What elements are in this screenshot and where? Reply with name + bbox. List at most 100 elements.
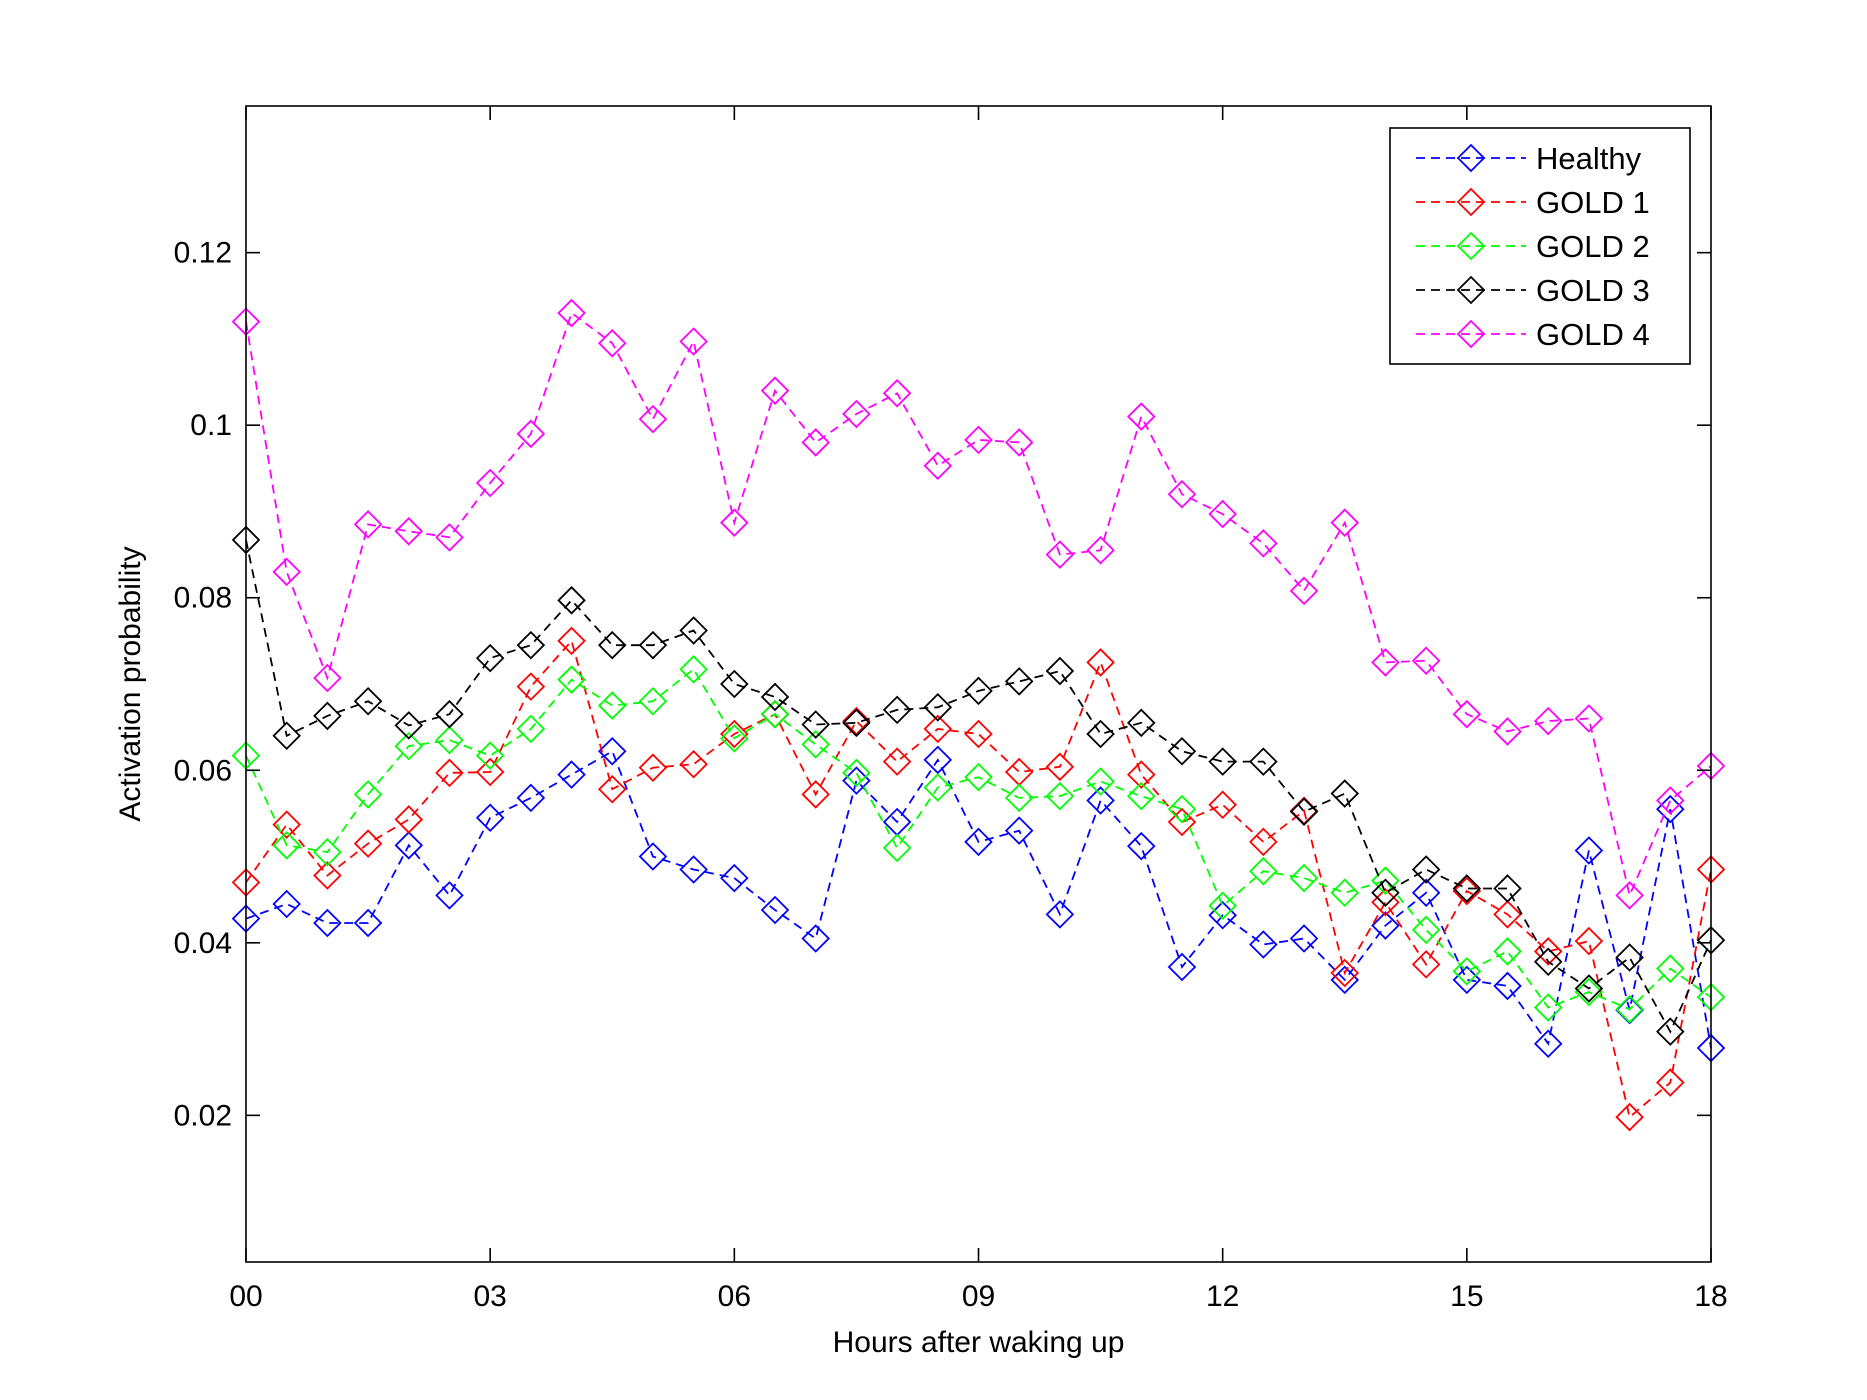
data-point <box>394 517 424 546</box>
data-point <box>679 655 708 684</box>
data-point <box>435 699 464 729</box>
data-point <box>842 758 871 788</box>
data-point <box>1533 947 1563 977</box>
data-point <box>1574 974 1604 1003</box>
data-point <box>638 686 668 716</box>
data-point <box>1249 747 1278 776</box>
data-point <box>638 753 668 782</box>
data-point <box>272 889 301 919</box>
data-point <box>1167 794 1197 824</box>
data-point <box>475 757 505 787</box>
data-point <box>882 833 912 863</box>
data-point <box>1615 881 1644 910</box>
data-point <box>760 682 790 712</box>
data-point <box>679 327 708 356</box>
data-point <box>1493 874 1522 903</box>
data-point <box>1127 402 1156 431</box>
data-point <box>1086 536 1115 565</box>
legend-item: GOLD 1 <box>1416 185 1650 220</box>
data-point <box>1004 428 1034 457</box>
data-point <box>597 630 627 660</box>
legend-label: GOLD 3 <box>1536 273 1650 308</box>
data-point <box>1656 1068 1685 1097</box>
axes-layer: 00 03 06 09 12 15 18 0.02 0.04 0.06 0.08 0.1 0.12 <box>174 105 1728 1313</box>
data-point <box>353 780 383 809</box>
data-point <box>1086 648 1115 677</box>
data-point <box>638 842 668 871</box>
data-point <box>720 669 749 699</box>
data-point <box>1289 576 1319 606</box>
data-point <box>394 831 424 860</box>
data-point <box>923 745 953 775</box>
data-point <box>516 783 546 813</box>
data-point <box>394 731 424 761</box>
data-point <box>964 719 993 749</box>
data-point <box>1289 924 1319 953</box>
data-point <box>272 831 301 860</box>
data-point <box>475 468 505 498</box>
data-point <box>923 693 953 722</box>
legend-item: GOLD 2 <box>1416 229 1650 264</box>
data-point <box>272 721 301 751</box>
data-point <box>882 695 912 725</box>
x-tick-label: 00 <box>229 1280 262 1313</box>
data-point <box>760 376 790 405</box>
data-point <box>1615 1102 1644 1132</box>
legend-item: Healthy <box>1416 141 1642 176</box>
data-point <box>557 298 586 328</box>
data-point <box>1411 646 1441 675</box>
data-point <box>679 855 708 884</box>
data-point <box>272 557 301 587</box>
legend-label: GOLD 2 <box>1536 229 1650 264</box>
data-point <box>435 758 464 788</box>
x-tick-label: 03 <box>473 1280 506 1313</box>
data-point <box>1493 971 1522 1001</box>
y-axis-title: Activation probability <box>114 546 147 821</box>
data-point <box>1656 1017 1685 1046</box>
data-point <box>720 508 749 537</box>
data-point <box>1167 807 1197 837</box>
data-point <box>597 691 627 720</box>
data-point <box>353 908 383 938</box>
data-point <box>1533 993 1563 1022</box>
data-point <box>1330 965 1360 995</box>
data-point <box>597 737 627 766</box>
y-tick-label: 0.08 <box>174 582 232 615</box>
data-point <box>1452 699 1482 729</box>
data-point <box>801 780 830 809</box>
data-point <box>1371 648 1400 677</box>
data-point <box>923 451 953 481</box>
data-point <box>1249 856 1278 886</box>
data-point <box>435 881 464 910</box>
data-point <box>720 863 749 893</box>
data-point <box>597 774 627 804</box>
data-point <box>720 719 749 749</box>
data-point <box>516 714 546 744</box>
data-point <box>760 699 790 729</box>
legend-marker <box>1456 187 1486 217</box>
data-point <box>801 924 830 953</box>
data-point <box>1086 719 1115 749</box>
legend-label: GOLD 1 <box>1536 185 1650 220</box>
data-point <box>1045 540 1075 569</box>
data-point <box>842 708 871 738</box>
data-point <box>272 810 301 839</box>
data-point <box>801 428 830 457</box>
series-layer <box>231 298 1726 1132</box>
data-point <box>1045 781 1075 811</box>
data-point <box>801 730 830 759</box>
data-point <box>1208 747 1237 776</box>
data-point <box>964 762 993 792</box>
data-point <box>1533 706 1563 736</box>
data-point <box>842 399 871 429</box>
legend-marker <box>1456 275 1486 305</box>
data-point <box>1533 1029 1563 1059</box>
data-point <box>1127 831 1156 861</box>
data-point <box>1127 760 1156 789</box>
y-tick-label: 0.12 <box>174 237 232 270</box>
y-tick-label: 0.02 <box>174 1099 232 1132</box>
x-tick-label: 15 <box>1450 1280 1483 1313</box>
data-point <box>1208 891 1237 920</box>
data-point <box>1493 937 1522 966</box>
x-axis-title: Hours after waking up <box>833 1326 1125 1359</box>
